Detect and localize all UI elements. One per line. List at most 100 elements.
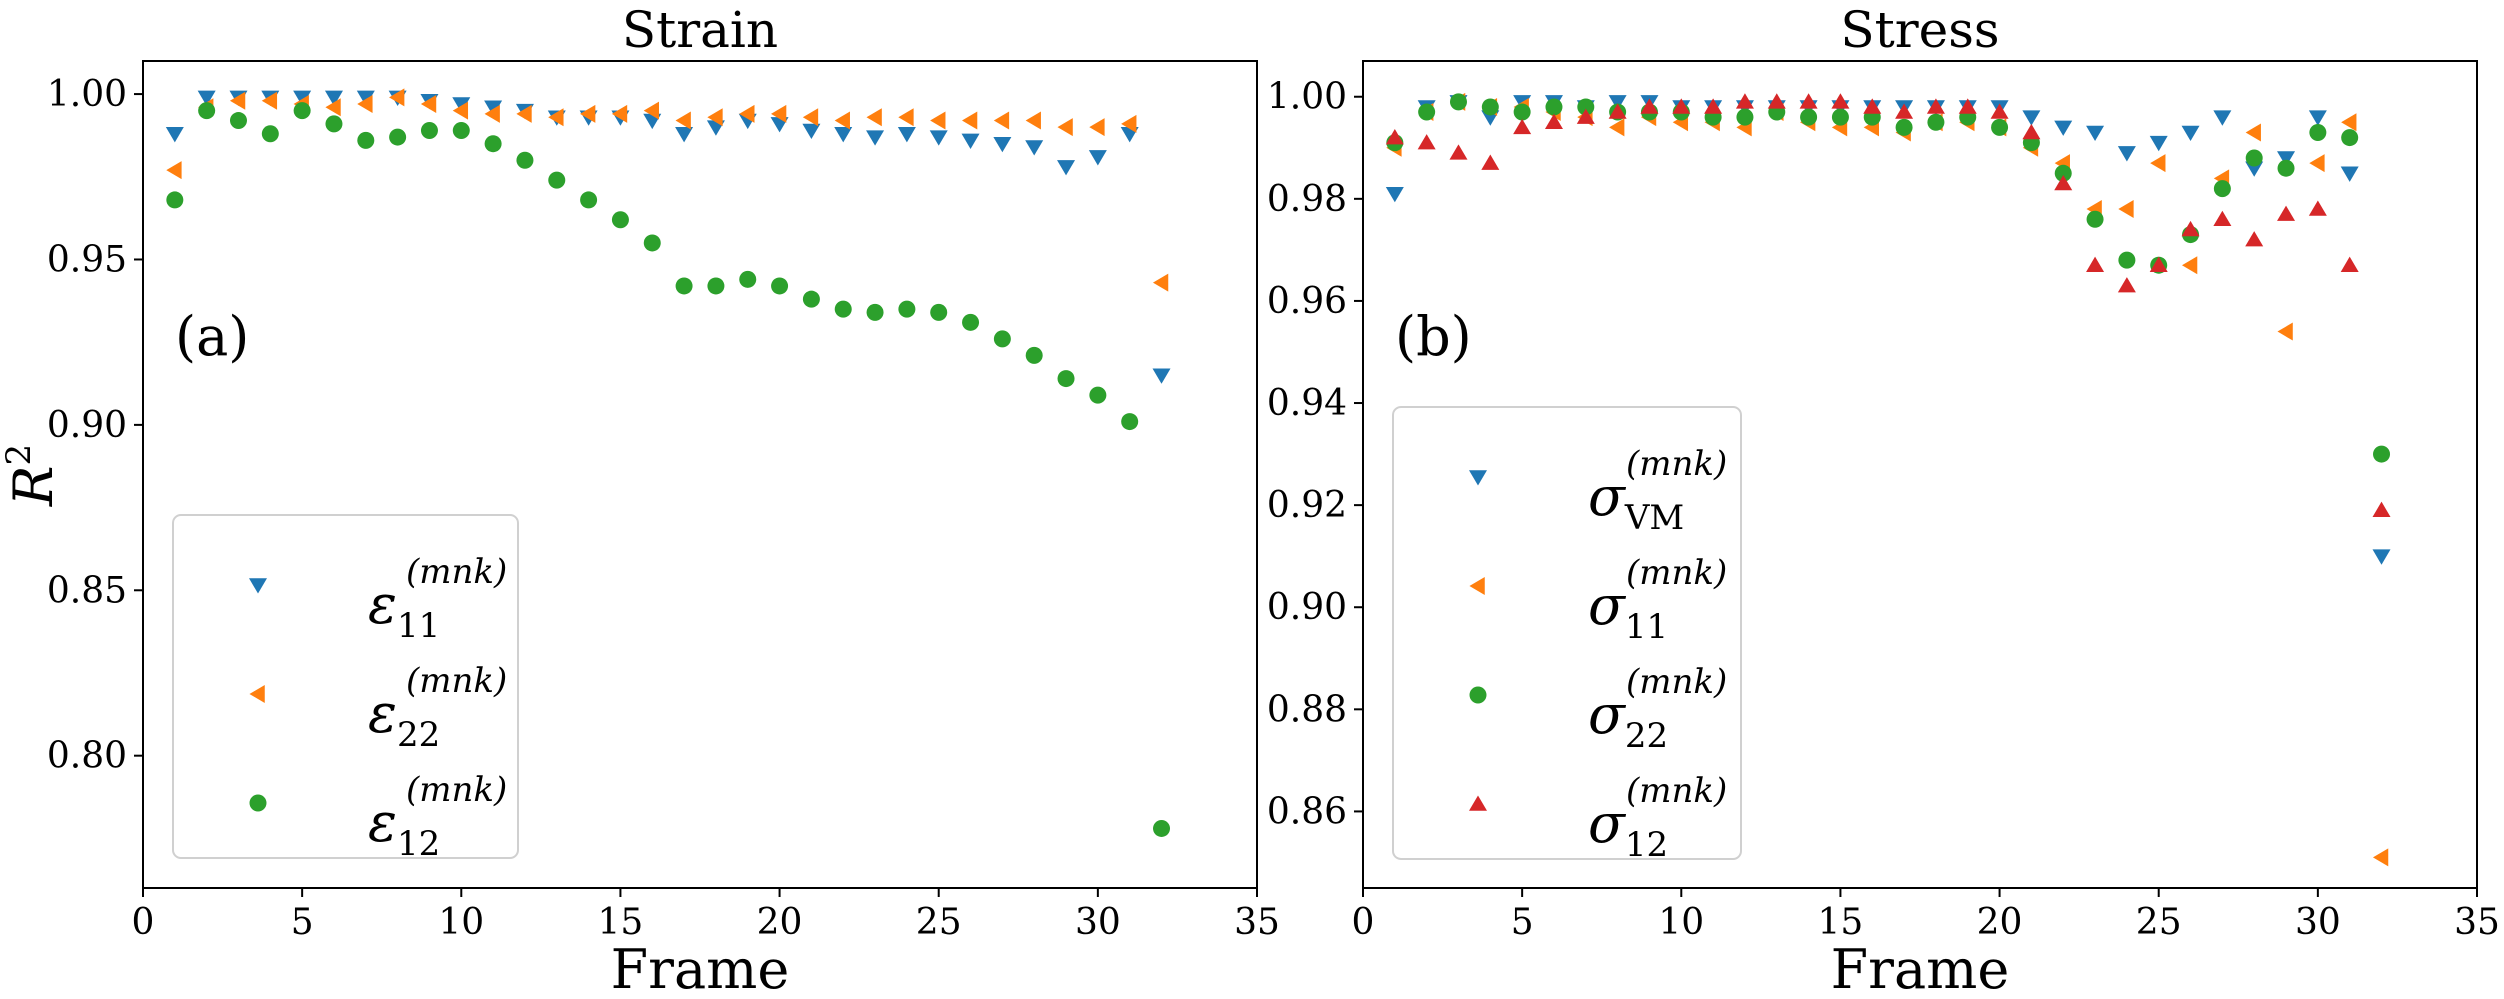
data-point <box>1544 113 1563 130</box>
y-tick-label: 0.94 <box>1267 383 1347 424</box>
data-point <box>484 100 503 116</box>
x-tick-label: 5 <box>291 902 314 943</box>
data-point <box>1640 98 1659 114</box>
data-point <box>452 97 471 113</box>
data-point <box>834 127 853 143</box>
data-point <box>166 161 182 180</box>
data-point <box>2022 123 2041 140</box>
legend-marker <box>1469 470 1487 486</box>
y-tick-label: 0.96 <box>1267 281 1347 322</box>
panel-label: (a) <box>175 305 249 368</box>
x-tick-label: 0 <box>1352 902 1375 943</box>
legend: σVM(mnk)σ11(mnk)σ22(mnk)σ12(mnk) <box>1392 406 1742 865</box>
data-point <box>1057 118 1073 137</box>
x-axis-label: Frame <box>611 938 790 999</box>
data-point <box>1153 819 1171 837</box>
data-point <box>2245 231 2264 247</box>
data-point <box>1057 370 1075 388</box>
legend-marker <box>249 685 265 703</box>
x-axis-label: Frame <box>1831 938 2010 999</box>
x-tick-label: 20 <box>1977 902 2023 943</box>
data-point <box>993 136 1012 153</box>
legend-entry-superscript: (mnk) <box>1626 662 1727 702</box>
legend-marker <box>1469 686 1487 704</box>
data-point <box>1152 273 1169 292</box>
x-tick-label: 5 <box>1511 902 1534 943</box>
data-point <box>2117 146 2136 162</box>
data-point <box>2340 166 2359 182</box>
data-point <box>261 125 279 143</box>
data-point <box>1736 108 1754 126</box>
x-tick-label: 35 <box>2454 902 2500 943</box>
data-point <box>325 115 343 133</box>
legend-entry-superscript: (mnk) <box>406 770 507 810</box>
data-point <box>1895 103 1914 119</box>
legend-entry: ε12 <box>368 791 440 864</box>
data-point <box>611 104 628 123</box>
stress-panel: Stress 0 5 10 15 20 25 30 35 0.86 0.88 0.90 0.92 0.94… <box>1267 1 2500 999</box>
data-point <box>2372 501 2391 517</box>
data-point <box>2054 120 2073 136</box>
legend-entry: ε11 <box>368 573 440 646</box>
legend-box <box>1392 406 1742 860</box>
data-point <box>930 303 948 321</box>
data-point <box>675 111 691 130</box>
x-tick-label: 30 <box>1075 902 1121 943</box>
series-3 <box>1385 93 2391 517</box>
y-axis-label: R2 <box>0 444 65 507</box>
data-point <box>2245 123 2261 142</box>
data-point <box>2308 200 2327 216</box>
data-point <box>1735 93 1754 109</box>
data-point <box>1577 98 1595 116</box>
legend-marker <box>1469 795 1487 811</box>
data-point <box>834 111 850 130</box>
data-point <box>484 135 502 153</box>
data-point <box>993 330 1011 348</box>
legend-entry-superscript: (mnk) <box>1626 444 1727 484</box>
data-point <box>929 130 948 146</box>
data-point <box>1799 93 1818 109</box>
data-point <box>643 101 660 120</box>
y-tick-label: 1.00 <box>1267 77 1347 118</box>
data-point <box>1608 95 1627 111</box>
data-point <box>2150 154 2166 173</box>
data-point <box>2373 445 2391 463</box>
data-point <box>866 130 885 146</box>
data-point <box>356 90 375 106</box>
data-point <box>197 90 216 106</box>
x-tick-label: 25 <box>916 902 962 943</box>
data-point <box>1800 108 1818 126</box>
data-point <box>2118 251 2136 269</box>
data-point <box>739 270 757 288</box>
chart-title: Stress <box>1840 1 1999 59</box>
data-point <box>1927 113 1945 131</box>
data-point <box>2118 200 2134 219</box>
data-point <box>1958 98 1977 114</box>
x-tick-label: 15 <box>598 902 644 943</box>
data-point <box>1513 103 1531 121</box>
legend-box <box>172 514 519 859</box>
data-point <box>962 313 980 331</box>
data-point <box>1513 118 1532 135</box>
data-point <box>1449 144 1468 160</box>
legend: ε11(mnk)ε22(mnk)ε12(mnk) <box>172 514 519 864</box>
data-point <box>452 121 470 139</box>
data-point <box>1089 386 1107 404</box>
data-point <box>2341 113 2357 132</box>
data-point <box>1481 98 1499 116</box>
data-point <box>2372 848 2389 867</box>
data-point <box>1990 103 2009 119</box>
data-point <box>389 88 405 107</box>
data-point <box>580 104 596 123</box>
legend-marker <box>249 794 267 812</box>
data-point <box>930 111 946 130</box>
legend-entry: σ11 <box>1588 574 1668 647</box>
y-tick-label: 0.80 <box>47 736 127 777</box>
data-point <box>2245 161 2264 177</box>
x-tick-label: 0 <box>132 902 155 943</box>
data-point <box>452 101 469 120</box>
data-point <box>1418 103 1436 121</box>
panel-label: (b) <box>1395 305 1472 368</box>
data-point <box>898 108 914 127</box>
